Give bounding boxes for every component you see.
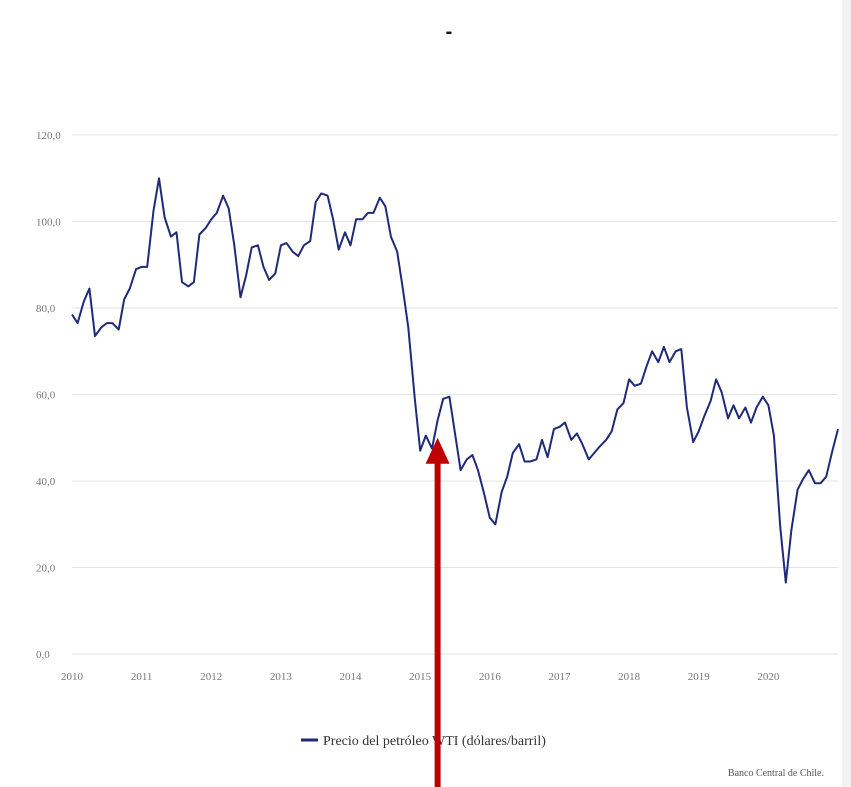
- x-tick-label: 2018: [618, 671, 641, 683]
- red-arrow-annotation: [425, 437, 450, 787]
- y-tick-label: 20,0: [36, 563, 56, 575]
- arrow-head: [425, 437, 450, 464]
- y-tick-label: 60,0: [36, 390, 56, 402]
- arrow-shaft: [434, 461, 441, 787]
- legend[interactable]: Precio del petróleo WTI (dólares/barril): [301, 734, 546, 749]
- x-tick-label: 2011: [131, 671, 153, 683]
- x-tick-label: 2014: [340, 671, 363, 683]
- x-tick-label: 2020: [757, 671, 780, 683]
- x-axis-ticks: 2010 2011 2012 2013 2014 2015 2016 2017 2018 2019…: [61, 671, 780, 683]
- x-tick-label: 2016: [479, 671, 502, 683]
- gridlines: [72, 134, 838, 655]
- y-tick-label: 80,0: [36, 303, 56, 315]
- y-axis-ticks: 0,0 20,0 40,0 60,0 80,0 100,0 120,0: [36, 130, 61, 661]
- y-tick-label: 40,0: [36, 476, 56, 488]
- x-tick-label: 2015: [409, 671, 432, 683]
- chart-title: -: [446, 21, 453, 43]
- x-tick-label: 2012: [200, 671, 222, 683]
- x-tick-label: 2010: [61, 671, 84, 683]
- x-tick-label: 2013: [270, 671, 293, 683]
- y-tick-label: 0,0: [36, 649, 50, 661]
- y-tick-label: 100,0: [36, 217, 61, 229]
- x-tick-label: 2019: [688, 671, 711, 683]
- y-tick-label: 120,0: [36, 130, 61, 142]
- x-tick-label: 2017: [548, 671, 571, 683]
- series-line-wti: [71, 177, 839, 584]
- credit-text: Banco Central de Chile.: [728, 768, 824, 779]
